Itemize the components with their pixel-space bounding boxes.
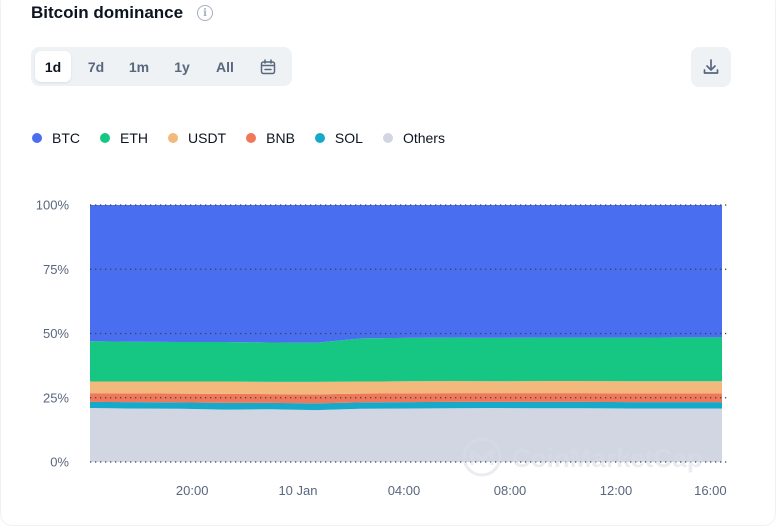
legend-dot [246,133,257,143]
legend-item-eth[interactable]: ETH [100,130,148,146]
download-icon [703,59,719,74]
calendar-icon [260,58,276,74]
y-tick-label: 25% [43,390,69,405]
watermark-glyph [470,449,494,465]
legend-item-btc[interactable]: BTC [32,130,80,146]
y-tick-label: 75% [43,262,69,277]
page-title: Bitcoin dominance [31,3,184,22]
y-tick-label: 50% [43,326,69,341]
info-icon[interactable]: i [197,5,214,21]
area-others[interactable] [90,408,722,462]
legend-dot [382,133,393,143]
x-tick-label: 16:00 [694,483,727,498]
x-tick-label: 12:00 [600,483,633,498]
range-tab-7d[interactable]: 7d [87,58,105,75]
header: Bitcoin dominance i [31,0,214,26]
x-tick-label: 08:00 [494,483,527,498]
range-tab-1y[interactable]: 1y [174,58,190,75]
x-tick-label: 20:00 [176,483,209,498]
coinmarketcap-logo-icon [462,437,502,477]
legend-item-others[interactable]: Others [382,130,445,146]
area-eth[interactable] [90,337,722,382]
y-tick-label: 0% [50,455,69,470]
range-tab-1d[interactable]: 1d [35,51,71,82]
chart-legend: BTC ETH USDT BNB SOL Others [32,130,465,146]
watermark-text: CoinMarketCap [512,443,703,473]
calendar-button[interactable] [250,51,286,82]
legend-item-sol[interactable]: SOL [314,130,363,146]
legend-item-bnb[interactable]: BNB [246,130,295,146]
range-tab-all[interactable]: All [216,58,234,75]
legend-dot [32,133,42,143]
legend-label: SOL [334,130,363,146]
time-range-selector: 1d 7d 1m 1y All [31,47,292,86]
legend-label: ETH [120,130,148,146]
watermark: CoinMarketCap [462,437,703,477]
x-tick-label: 04:00 [388,483,421,498]
legend-dot [168,133,178,143]
area-btc[interactable] [90,205,722,343]
x-tick-label: 10 Jan [278,483,317,498]
legend-label: Others [402,130,445,146]
area-series-group [90,205,722,462]
y-tick-label: 100% [36,198,70,213]
legend-item-usdt[interactable]: USDT [168,130,226,146]
legend-label: BTC [52,130,80,146]
legend-label: USDT [188,130,227,146]
download-button[interactable] [691,47,731,87]
legend-dot [314,133,325,143]
area-sol[interactable] [90,401,722,411]
legend-dot [100,133,110,143]
legend-label: BNB [266,130,295,146]
area-usdt[interactable] [90,381,722,395]
range-tab-1m[interactable]: 1m [128,58,150,75]
